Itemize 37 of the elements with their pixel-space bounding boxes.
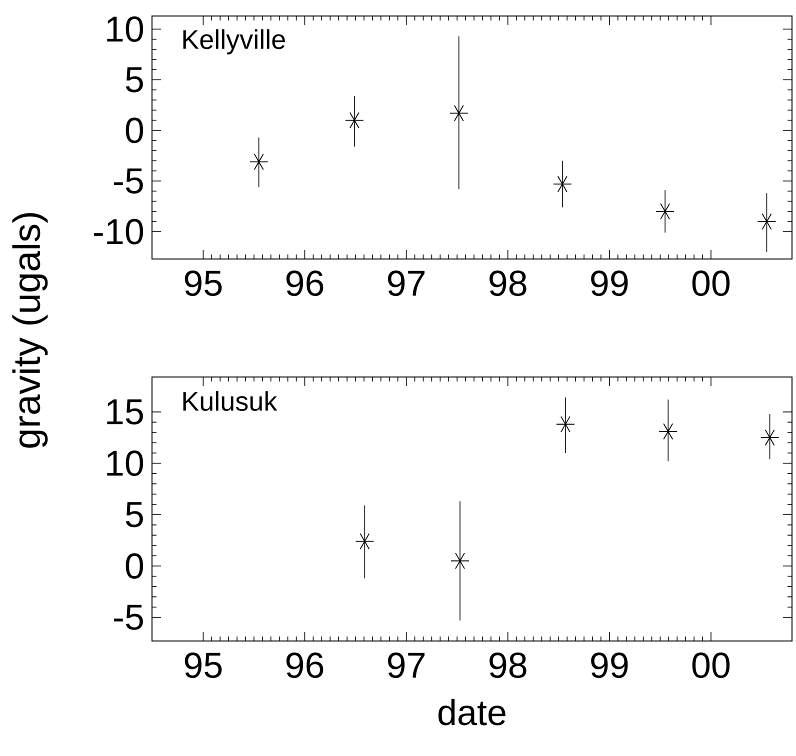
y-tick-label: -5 xyxy=(114,168,143,194)
y-tick-label: 15 xyxy=(107,399,143,424)
point xyxy=(249,154,268,170)
x-tick-label: 00 xyxy=(692,652,730,678)
point xyxy=(556,416,575,432)
x-tick-label: 97 xyxy=(388,652,425,678)
x-tick-label: 98 xyxy=(490,270,526,296)
y-axis-title: gravity (ugals) xyxy=(12,213,48,448)
y-tick-label: 0 xyxy=(126,553,144,579)
x-tick-label: 95 xyxy=(184,270,222,296)
point xyxy=(450,552,470,570)
point xyxy=(355,533,374,550)
point xyxy=(658,423,678,440)
point xyxy=(449,104,468,122)
x-tick-label: 00 xyxy=(692,270,730,296)
x-tick-label: 99 xyxy=(591,270,628,296)
point xyxy=(656,203,675,220)
x-tick-label: 97 xyxy=(388,270,425,296)
x-tick-label: 99 xyxy=(591,652,628,678)
point xyxy=(552,176,572,192)
x-tick-label: 96 xyxy=(286,270,324,296)
chart-title: Kulusuk xyxy=(183,391,278,411)
y-tick-label: 10 xyxy=(107,450,144,476)
point xyxy=(757,213,776,230)
x-tick-label: 95 xyxy=(184,652,222,678)
y-tick-label: 5 xyxy=(126,502,143,528)
point xyxy=(760,429,780,446)
chart-title: Kellyville xyxy=(183,29,285,54)
y-tick-label: -5 xyxy=(114,604,143,630)
y-tick-label: 10 xyxy=(107,16,144,42)
y-tick-label: 5 xyxy=(126,67,143,92)
point xyxy=(344,112,364,129)
x-tick-label: 98 xyxy=(490,652,526,678)
y-tick-label: -10 xyxy=(94,218,144,244)
x-tick-label: 96 xyxy=(286,652,324,678)
x-axis-title: date xyxy=(438,698,506,726)
y-tick-label: 0 xyxy=(126,118,144,144)
